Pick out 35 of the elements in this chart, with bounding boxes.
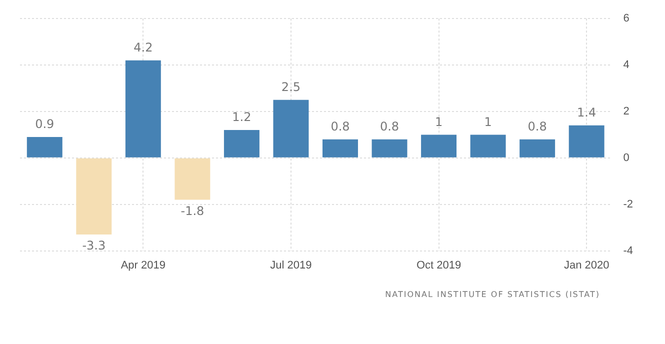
bar — [520, 139, 556, 158]
data-label: 0.8 — [380, 119, 400, 134]
bar — [568, 125, 604, 158]
bar — [470, 134, 506, 158]
data-label: 0.8 — [330, 119, 350, 134]
y-tick-label: 2 — [623, 106, 630, 118]
data-label: 1 — [434, 114, 443, 129]
data-label: 1.2 — [232, 110, 252, 124]
bar — [273, 100, 309, 158]
y-tick-label: -4 — [623, 244, 633, 257]
data-label: -3.3 — [82, 238, 106, 253]
data-label: 0.9 — [35, 117, 54, 132]
x-tick-label: Jul 2019 — [270, 259, 312, 272]
data-label: 0.8 — [528, 119, 547, 134]
x-tick-label: Oct 2019 — [416, 259, 462, 272]
bar — [174, 158, 210, 200]
y-tick-label: 6 — [623, 12, 630, 25]
bar — [224, 130, 260, 158]
bar — [421, 134, 457, 158]
data-label: 1 — [484, 114, 492, 129]
bar — [372, 139, 408, 158]
bar — [125, 60, 161, 158]
y-tick-label: -2 — [623, 198, 633, 210]
x-tick-label: Jan 2020 — [564, 259, 610, 272]
bar — [26, 137, 62, 158]
data-label: 2.5 — [281, 80, 301, 94]
bar — [322, 139, 358, 158]
bar — [76, 158, 112, 235]
data-label: 4.2 — [134, 40, 153, 55]
text: NATIONAL INSTITUTE OF STATISTICS (ISTAT) — [384, 290, 600, 299]
data-label: -1.8 — [180, 204, 204, 218]
y-tick-label: 0 — [623, 152, 630, 164]
data-label: 1.4 — [577, 106, 596, 120]
y-tick-label: 4 — [623, 59, 630, 72]
x-tick-label: Apr 2019 — [120, 259, 166, 272]
